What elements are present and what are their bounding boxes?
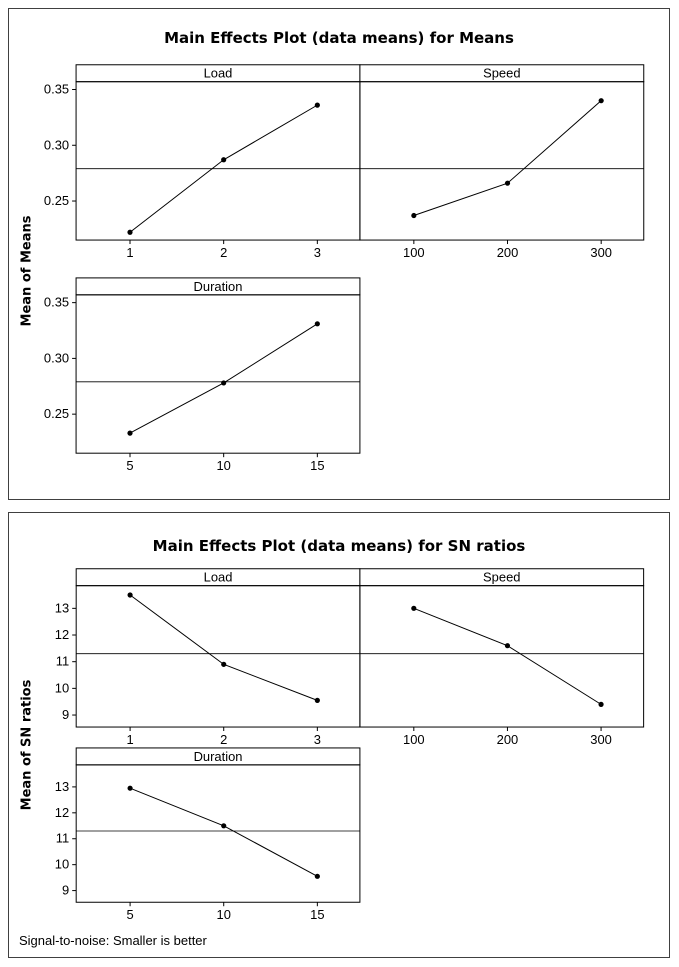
data-point xyxy=(127,229,133,235)
y-tick-label: 0.35 xyxy=(44,81,69,96)
data-line xyxy=(129,787,318,877)
data-point xyxy=(314,321,320,327)
y-tick-label: 0.25 xyxy=(44,406,69,421)
panel-plot-area xyxy=(359,81,645,241)
panel-header-label: Load xyxy=(204,66,233,81)
x-tick-label: 1 xyxy=(126,732,133,747)
x-tick-label: 15 xyxy=(310,458,324,473)
x-tick-label: 10 xyxy=(217,907,231,922)
panel-header-label: Duration xyxy=(194,749,243,764)
y-tick-label: 10 xyxy=(55,857,69,872)
y-tick-label: 12 xyxy=(55,627,69,642)
data-point xyxy=(127,592,133,598)
panel-header-label: Speed xyxy=(483,66,520,81)
data-point xyxy=(127,785,133,791)
x-tick-label: 200 xyxy=(497,732,519,747)
x-tick-label: 2 xyxy=(220,245,227,260)
data-point xyxy=(221,823,227,829)
data-point xyxy=(314,873,320,879)
panel-plot-area xyxy=(75,294,361,454)
chart-title: Main Effects Plot (data means) for Means xyxy=(164,29,514,47)
y-tick-label: 0.25 xyxy=(44,193,69,208)
data-line xyxy=(129,594,318,701)
sn-ratios-plot-section: Main Effects Plot (data means) for SN ra… xyxy=(8,512,670,958)
y-tick-label: 12 xyxy=(55,805,69,820)
data-point xyxy=(314,697,320,703)
y-tick-label: 9 xyxy=(62,707,69,722)
data-point xyxy=(598,98,604,104)
x-tick-label: 5 xyxy=(126,907,133,922)
x-tick-label: 2 xyxy=(220,732,227,747)
y-tick-label: 13 xyxy=(55,600,69,615)
data-point xyxy=(504,643,511,649)
panel-header-label: Duration xyxy=(194,279,243,294)
x-tick-label: 300 xyxy=(590,245,612,260)
x-tick-label: 1 xyxy=(126,245,133,260)
means-plot-section: Main Effects Plot (data means) for Means… xyxy=(8,8,670,500)
y-axis-label: Mean of Means xyxy=(19,215,35,327)
panel-plot-area xyxy=(75,585,361,728)
y-axis-label: Mean of SN ratios xyxy=(19,679,35,811)
x-tick-label: 300 xyxy=(590,732,612,747)
panel-header-label: Speed xyxy=(483,570,520,585)
data-point xyxy=(411,212,417,219)
data-line xyxy=(413,100,602,216)
data-point xyxy=(221,157,227,163)
x-tick-label: 3 xyxy=(314,732,321,747)
x-tick-label: 3 xyxy=(314,245,321,260)
x-tick-label: 200 xyxy=(497,245,519,260)
x-tick-label: 100 xyxy=(403,732,425,747)
panel-plot-area xyxy=(75,764,361,903)
y-tick-label: 10 xyxy=(55,680,69,695)
data-point xyxy=(221,661,227,667)
x-tick-label: 10 xyxy=(216,458,230,473)
data-point xyxy=(314,102,320,108)
data-point xyxy=(411,605,417,611)
data-line xyxy=(129,323,318,434)
x-tick-label: 15 xyxy=(310,907,324,922)
data-point xyxy=(598,701,604,707)
y-tick-label: 11 xyxy=(56,654,69,669)
chart-title: Main Effects Plot (data means) for SN ra… xyxy=(152,537,526,555)
means-chart-canvas: Load 0.25 0.30 0.35 1 2 3 Speed 100 200 300 Duratio… xyxy=(44,64,645,473)
data-point xyxy=(221,380,227,386)
y-tick-label: 13 xyxy=(55,779,69,794)
x-tick-label: 5 xyxy=(126,458,133,473)
y-tick-label: 9 xyxy=(62,883,69,898)
panel-header-label: Load xyxy=(204,570,233,585)
footer-note: Signal-to-noise: Smaller is better xyxy=(19,933,207,948)
y-tick-label: 0.35 xyxy=(44,295,69,310)
data-point xyxy=(127,430,133,436)
y-tick-label: 0.30 xyxy=(44,350,69,365)
y-tick-label: 0.30 xyxy=(44,137,69,152)
x-tick-label: 100 xyxy=(403,245,425,260)
data-point xyxy=(504,180,511,186)
y-tick-label: 11 xyxy=(56,831,69,846)
data-line xyxy=(413,607,602,705)
panel-plot-area xyxy=(359,585,645,728)
